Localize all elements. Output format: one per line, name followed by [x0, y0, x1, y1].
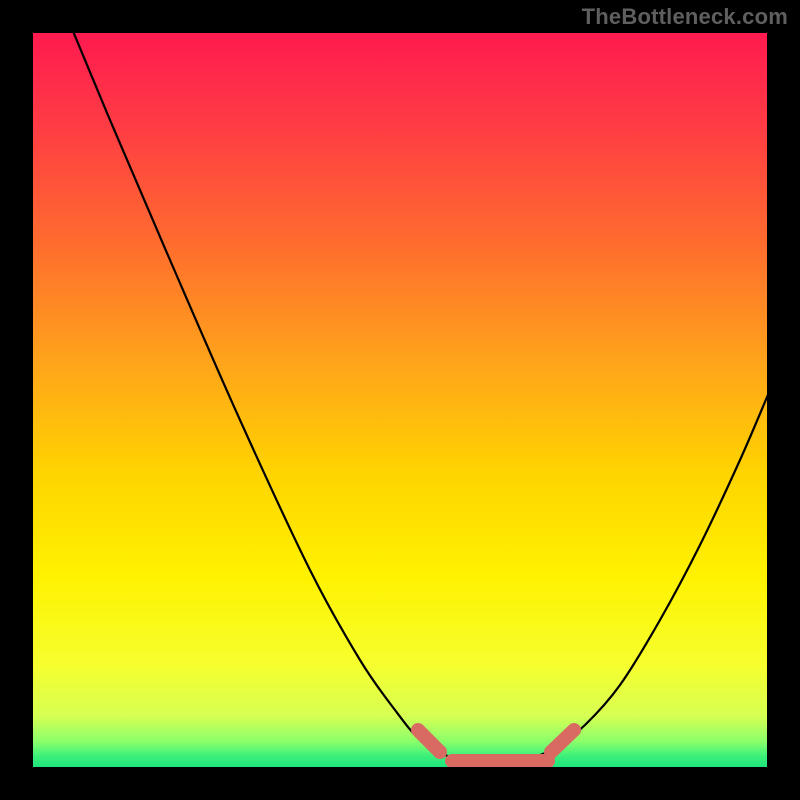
chart-container: { "watermark": { "text": "TheBottleneck.…	[0, 0, 800, 800]
watermark-text: TheBottleneck.com	[582, 4, 788, 30]
bottleneck-chart	[0, 0, 800, 800]
gradient-background	[33, 33, 767, 767]
